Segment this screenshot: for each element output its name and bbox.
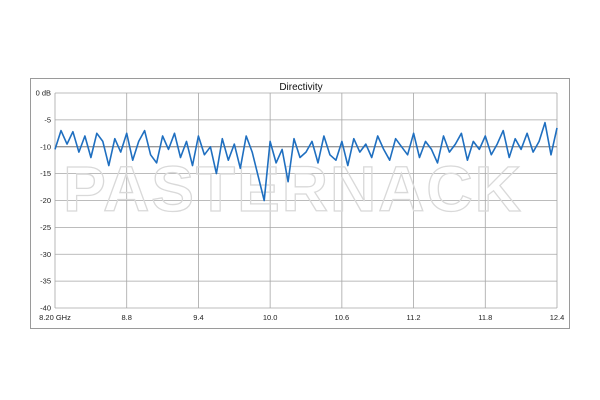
x-tick-label: 12.4 <box>550 313 565 322</box>
y-tick-label: -40 <box>40 304 51 313</box>
chart-frame: PASTERNACK Directivity 0 dB -5 -10 -15 -20 -2… <box>30 78 570 329</box>
chart-title: Directivity <box>279 82 322 93</box>
y-tick-label: -5 <box>44 115 51 124</box>
x-tick-label: 10.6 <box>335 313 350 322</box>
x-tick-labels: 8.20 GHz 8.8 9.4 10.0 10.6 11.2 11.8 12.4 <box>39 313 564 322</box>
y-tick-label: -15 <box>40 169 51 178</box>
chart-svg: PASTERNACK Directivity 0 dB -5 -10 -15 -20 -2… <box>36 82 565 322</box>
series-layer <box>54 121 558 202</box>
y-tick-label: 0 dB <box>36 89 51 98</box>
x-tick-label: 9.4 <box>193 313 203 322</box>
x-tick-label: 10.0 <box>263 313 278 322</box>
x-tick-label: 8.8 <box>121 313 131 322</box>
x-tick-label: 11.2 <box>407 313 421 322</box>
series-line <box>54 121 558 202</box>
y-tick-labels: 0 dB -5 -10 -15 -20 -25 -30 -35 -40 <box>36 89 51 313</box>
x-tick-label: 11.8 <box>478 313 492 322</box>
y-tick-label: -25 <box>40 223 51 232</box>
y-tick-label: -35 <box>40 277 51 286</box>
y-tick-label: -20 <box>40 196 51 205</box>
y-tick-label: -10 <box>40 142 51 151</box>
y-tick-label: -30 <box>40 250 51 259</box>
x-tick-label: 8.20 GHz <box>39 313 71 322</box>
watermark: PASTERNACK <box>63 153 523 225</box>
